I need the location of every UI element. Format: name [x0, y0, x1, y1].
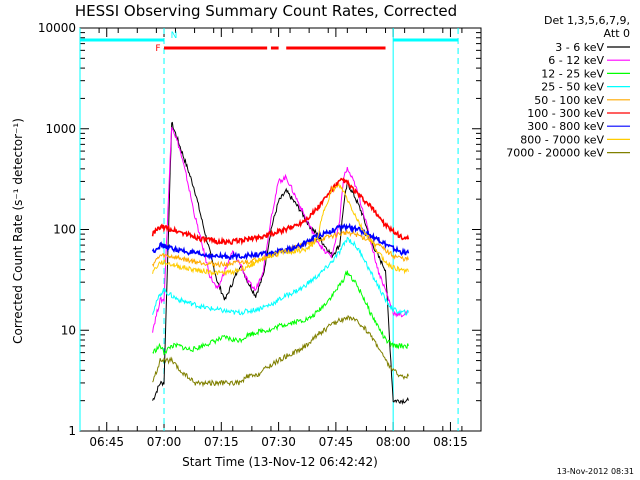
data-series — [151, 121, 410, 406]
series-line-800-7000-kev — [152, 182, 409, 277]
x-tick-labels: 06:45 07:00 07:15 07:30 07:45 08:00 08:15 — [89, 435, 467, 449]
chart-title: HESSI Observing Summary Count Rates, Cor… — [75, 2, 457, 20]
flag-n-label: N — [171, 31, 178, 41]
legend-label-300-800-kev: 300 - 800 keV — [527, 120, 604, 133]
flag-f-label: F — [155, 44, 160, 54]
x-tick-label: 06:45 — [89, 435, 124, 449]
observing-flags: NF — [80, 31, 459, 54]
legend-label-6-12-kev: 6 - 12 keV — [548, 54, 604, 67]
x-tick-label: 07:00 — [147, 435, 182, 449]
legend-label-3-6-kev: 3 - 6 keV — [555, 41, 604, 54]
y-tick-label: 10000 — [38, 21, 76, 35]
y-tick-label: 10 — [61, 323, 76, 337]
time-markers — [79, 28, 459, 431]
x-tick-label: 07:15 — [204, 435, 239, 449]
series-line-25-50-kev — [152, 236, 409, 316]
x-tick-label: 07:45 — [319, 435, 354, 449]
footer-timestamp: 13-Nov-2012 08:31 — [557, 467, 634, 476]
legend-label-800-7000-kev: 800 - 7000 keV — [520, 133, 604, 146]
x-tick-label: 08:15 — [433, 435, 468, 449]
tick-marks — [79, 27, 482, 432]
legend-label-25-50-kev: 25 - 50 keV — [541, 81, 604, 94]
series-line-7000-20000-kev — [152, 314, 409, 388]
series-line-3-6-kev — [152, 121, 409, 406]
legend-label-12-25-kev: 12 - 25 keV — [541, 67, 604, 80]
x-axis-label: Start Time (13-Nov-12 06:42:42) — [182, 455, 378, 469]
legend-header-detectors: Det 1,3,5,6,7,9, — [544, 14, 630, 27]
series-line-6-12-kev — [152, 126, 409, 333]
legend-header-attenuator: Att 0 — [604, 27, 630, 40]
y-tick-labels: 1 10 100 1000 10000 — [38, 21, 76, 438]
y-tick-label: 1000 — [45, 122, 76, 136]
x-tick-label: 08:00 — [376, 435, 411, 449]
y-axis-label: Corrected Count Rate (s⁻¹ detector⁻¹) — [11, 118, 25, 344]
series-line-300-800-kev — [151, 222, 410, 261]
legend-label-7000-20000-kev: 7000 - 20000 keV — [506, 147, 604, 160]
x-tick-label: 07:30 — [261, 435, 296, 449]
series-line-100-300-kev — [151, 177, 410, 246]
legend-label-100-300-kev: 100 - 300 keV — [527, 107, 604, 120]
y-tick-label: 1 — [68, 424, 76, 438]
series-line-12-25-kev — [152, 270, 409, 356]
y-tick-label: 100 — [53, 223, 76, 237]
legend-label-50-100-kev: 50 - 100 keV — [534, 94, 604, 107]
